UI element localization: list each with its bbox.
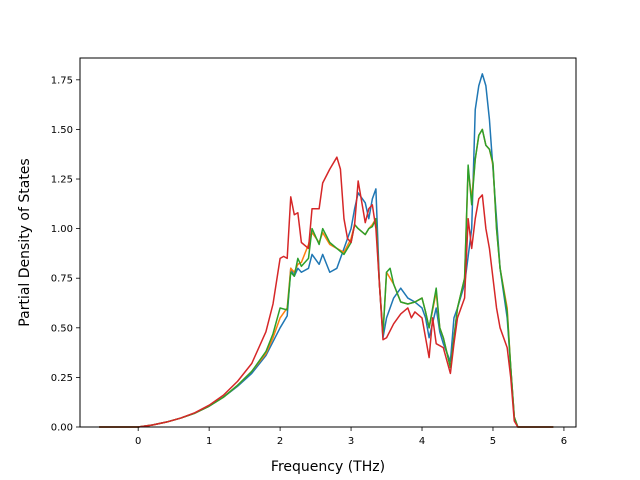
x-tick-label: 3 [348, 436, 354, 447]
y-tick-label: 0.50 [51, 323, 73, 334]
x-tick-label: 6 [561, 436, 567, 447]
series-line-4 [99, 156, 554, 428]
x-tick-label: 0 [135, 436, 141, 447]
y-tick-label: 0.00 [51, 423, 73, 434]
y-axis-label: Partial Density of States [17, 158, 33, 326]
x-axis-label: Frequency (THz) [271, 459, 385, 475]
y-tick-label: 0.75 [51, 274, 73, 285]
plot-frame [79, 57, 577, 428]
series-lines [99, 73, 554, 428]
y-tick-label: 1.50 [51, 125, 73, 136]
y-tick-label: 0.25 [51, 373, 73, 384]
x-tick-label: 1 [206, 436, 212, 447]
x-tick-label: 5 [490, 436, 496, 447]
x-axis-ticks: 0 1 2 3 4 5 6 [135, 427, 567, 447]
x-tick-label: 2 [277, 436, 283, 447]
x-tick-label: 4 [419, 436, 425, 447]
y-tick-label: 1.00 [51, 224, 73, 235]
series-line-1 [99, 73, 554, 428]
series-line-2 [99, 128, 554, 428]
y-axis-ticks: 0.00 0.25 0.50 0.75 1.00 1.25 1.50 1.75 [51, 75, 80, 434]
y-tick-label: 1.25 [51, 175, 73, 186]
series-line-3 [99, 128, 554, 428]
y-tick-label: 1.75 [51, 75, 73, 86]
